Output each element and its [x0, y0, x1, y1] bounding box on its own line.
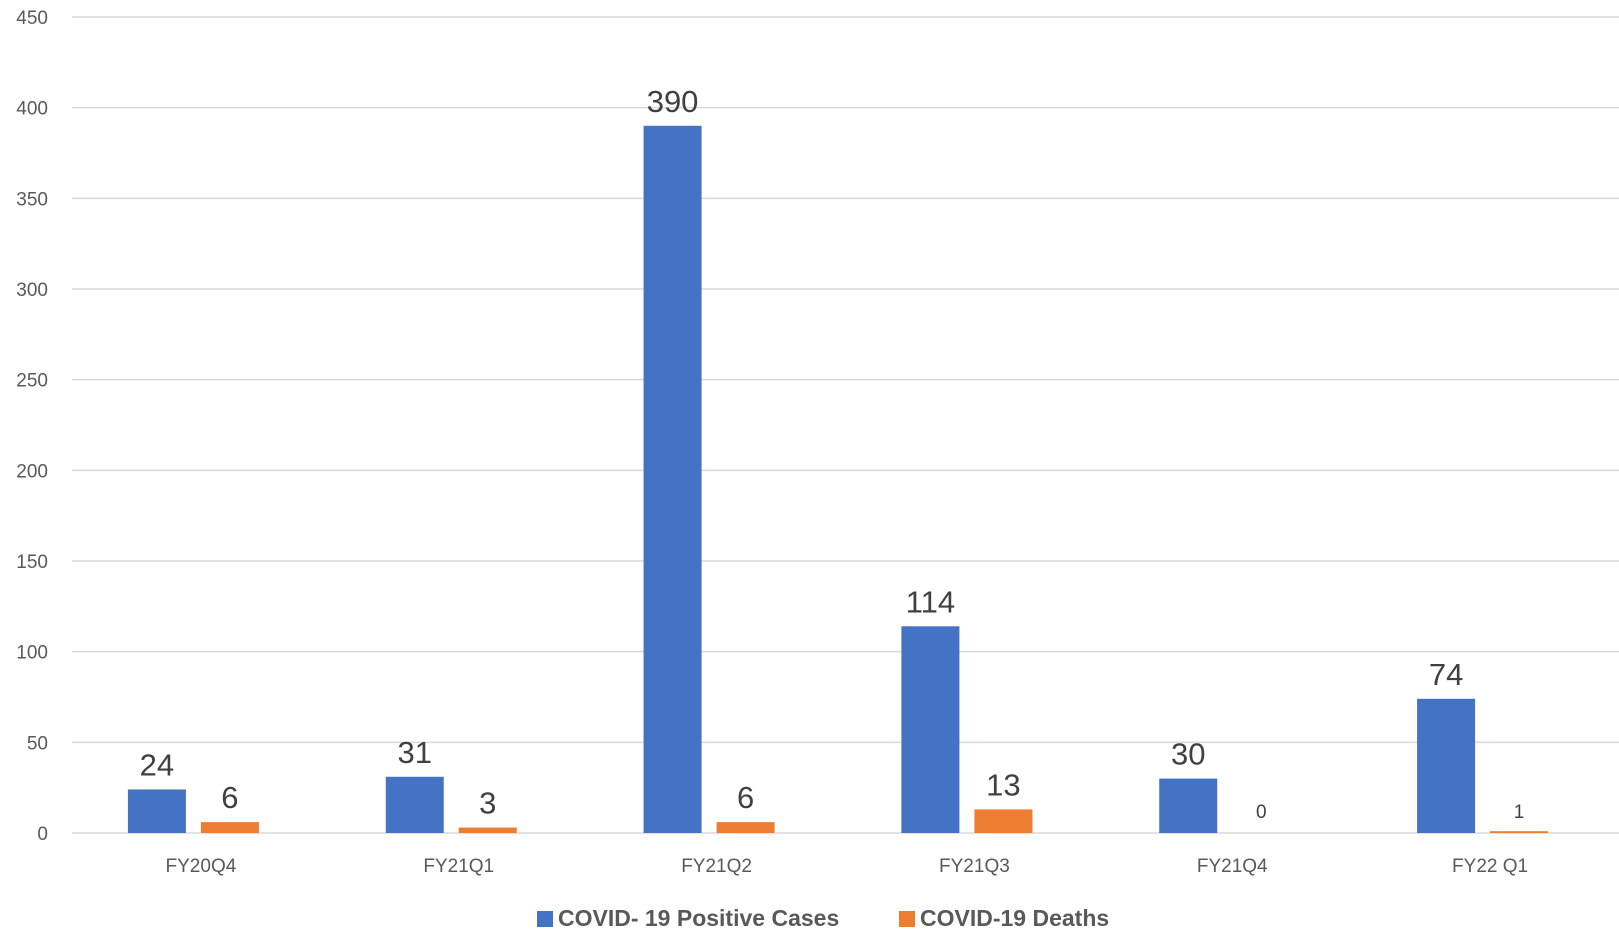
data-label-cases: 74	[1429, 657, 1463, 692]
data-label-deaths: 0	[1256, 802, 1267, 823]
x-category-label: FY21Q3	[939, 856, 1010, 877]
data-label-cases: 114	[906, 584, 955, 619]
bar-deaths	[458, 827, 517, 833]
data-label-cases: 31	[398, 735, 432, 770]
x-category-label: FY20Q4	[166, 856, 237, 877]
y-tick-label: 0	[37, 824, 48, 845]
legend-swatch-cases	[537, 911, 553, 927]
data-label-cases: 390	[647, 84, 699, 119]
y-tick-label: 200	[16, 461, 48, 482]
legend: COVID- 19 Positive Cases COVID-19 Deaths	[537, 905, 1109, 931]
bars	[127, 125, 1549, 834]
bar-cases	[1159, 778, 1218, 833]
y-axis-tick-labels: 0 50 100 150 200 250 300 350 400 450	[16, 8, 48, 845]
y-tick-label: 300	[16, 280, 48, 301]
bar-cases	[901, 626, 960, 833]
bar-cases	[1417, 698, 1476, 833]
bar-cases	[385, 776, 444, 833]
x-axis-category-labels: FY20Q4 FY21Q1 FY21Q2 FY21Q3 FY21Q4 FY22 Q1	[166, 856, 1529, 877]
bar-cases	[127, 789, 186, 833]
legend-swatch-deaths	[899, 911, 915, 927]
data-label-deaths: 1	[1514, 802, 1525, 823]
y-tick-label: 400	[16, 99, 48, 120]
x-category-label: FY21Q2	[681, 856, 752, 877]
x-category-label: FY21Q1	[423, 856, 494, 877]
y-tick-label: 150	[16, 552, 48, 573]
bar-deaths	[716, 822, 775, 833]
data-label-deaths: 13	[986, 767, 1020, 802]
data-label-deaths: 6	[221, 780, 238, 815]
x-category-label: FY22 Q1	[1452, 856, 1528, 877]
data-label-cases: 24	[140, 747, 174, 782]
y-tick-label: 100	[16, 643, 48, 664]
data-label-cases: 30	[1171, 737, 1205, 772]
y-tick-label: 50	[27, 733, 48, 754]
bar-deaths	[1490, 831, 1549, 833]
bar-deaths	[974, 809, 1033, 833]
gridlines	[72, 16, 1619, 834]
data-label-deaths: 6	[737, 780, 754, 815]
y-tick-label: 350	[16, 189, 48, 210]
y-tick-label: 250	[16, 371, 48, 392]
legend-label-deaths: COVID-19 Deaths	[920, 905, 1109, 931]
x-category-label: FY21Q4	[1197, 856, 1268, 877]
legend-label-cases: COVID- 19 Positive Cases	[558, 905, 839, 931]
data-label-deaths: 3	[479, 786, 496, 821]
data-labels: 24 6 31 3 390 6 114 13 30 0 74 1	[140, 84, 1525, 823]
y-tick-label: 450	[16, 8, 48, 29]
bar-cases	[643, 125, 702, 834]
bar-deaths	[200, 822, 259, 833]
